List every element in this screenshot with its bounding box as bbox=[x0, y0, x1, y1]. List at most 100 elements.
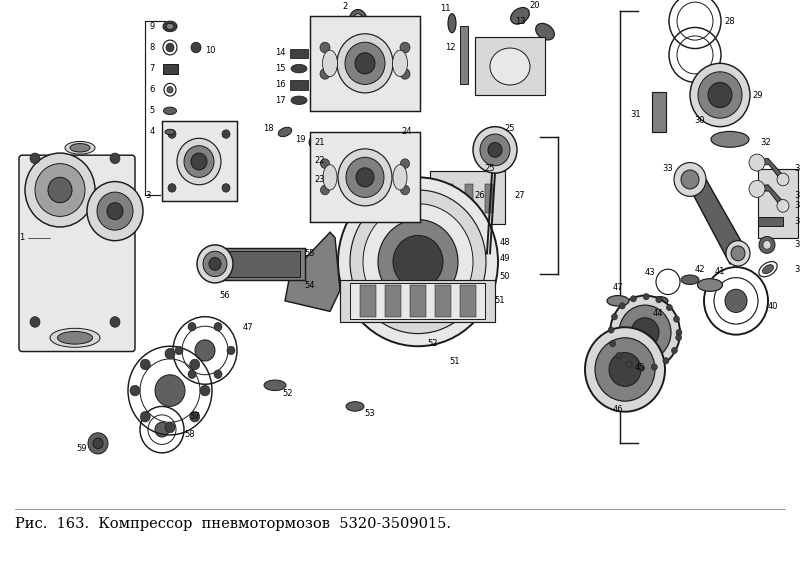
Ellipse shape bbox=[166, 23, 174, 29]
Text: 53: 53 bbox=[365, 409, 375, 418]
Circle shape bbox=[763, 240, 771, 249]
Bar bbox=[360, 285, 376, 316]
Text: 35: 35 bbox=[794, 191, 800, 200]
Text: 16: 16 bbox=[274, 80, 286, 89]
Text: 46: 46 bbox=[613, 405, 623, 414]
Bar bbox=[410, 285, 426, 316]
Circle shape bbox=[725, 289, 747, 312]
Ellipse shape bbox=[393, 164, 407, 190]
Ellipse shape bbox=[291, 96, 307, 105]
Bar bbox=[290, 48, 308, 58]
Circle shape bbox=[338, 149, 392, 206]
Text: 28: 28 bbox=[725, 17, 735, 25]
Text: 21: 21 bbox=[314, 138, 326, 147]
Text: 30: 30 bbox=[694, 116, 706, 125]
Circle shape bbox=[93, 438, 103, 449]
Circle shape bbox=[400, 69, 410, 79]
Circle shape bbox=[595, 338, 655, 401]
Text: 22: 22 bbox=[314, 156, 326, 165]
Circle shape bbox=[363, 204, 473, 320]
Text: 6: 6 bbox=[150, 85, 154, 94]
Circle shape bbox=[726, 240, 750, 266]
Circle shape bbox=[674, 316, 679, 322]
Text: 39: 39 bbox=[794, 265, 800, 274]
Circle shape bbox=[197, 245, 233, 283]
Circle shape bbox=[190, 412, 200, 422]
Circle shape bbox=[320, 69, 330, 79]
Circle shape bbox=[609, 352, 641, 386]
Circle shape bbox=[488, 142, 502, 157]
Ellipse shape bbox=[353, 14, 363, 29]
Text: 54: 54 bbox=[305, 280, 315, 289]
Text: 12: 12 bbox=[445, 43, 455, 52]
Bar bbox=[430, 171, 505, 224]
Circle shape bbox=[130, 385, 140, 396]
Circle shape bbox=[663, 358, 669, 364]
Ellipse shape bbox=[323, 164, 337, 190]
Circle shape bbox=[355, 53, 375, 74]
Ellipse shape bbox=[163, 107, 177, 114]
Text: 47: 47 bbox=[242, 323, 254, 332]
Bar bbox=[162, 122, 237, 200]
Circle shape bbox=[222, 184, 230, 192]
Polygon shape bbox=[685, 169, 745, 264]
Text: 41: 41 bbox=[714, 267, 726, 276]
Circle shape bbox=[155, 375, 185, 406]
Circle shape bbox=[97, 192, 133, 230]
Circle shape bbox=[214, 323, 222, 331]
Bar bbox=[330, 175, 342, 184]
Circle shape bbox=[708, 82, 732, 108]
Circle shape bbox=[631, 318, 659, 347]
Circle shape bbox=[140, 359, 150, 370]
Text: 26: 26 bbox=[474, 191, 486, 200]
Circle shape bbox=[321, 159, 330, 168]
Ellipse shape bbox=[510, 7, 530, 24]
Text: 3: 3 bbox=[146, 191, 150, 200]
Text: 33: 33 bbox=[662, 164, 674, 173]
Ellipse shape bbox=[50, 328, 100, 347]
Text: 42: 42 bbox=[694, 265, 706, 274]
Circle shape bbox=[401, 159, 410, 168]
Circle shape bbox=[166, 43, 174, 52]
Circle shape bbox=[346, 157, 384, 198]
Circle shape bbox=[480, 134, 510, 166]
Text: 27: 27 bbox=[514, 191, 526, 200]
Circle shape bbox=[616, 352, 622, 359]
Circle shape bbox=[356, 168, 374, 187]
Circle shape bbox=[777, 173, 789, 186]
Circle shape bbox=[177, 138, 221, 185]
Bar bbox=[475, 37, 545, 95]
Text: 52: 52 bbox=[428, 338, 438, 347]
Circle shape bbox=[175, 346, 183, 355]
Circle shape bbox=[400, 42, 410, 53]
Circle shape bbox=[643, 293, 649, 300]
Circle shape bbox=[473, 127, 517, 173]
Text: 55: 55 bbox=[305, 249, 315, 258]
Text: 50: 50 bbox=[500, 272, 510, 281]
Circle shape bbox=[200, 385, 210, 396]
Circle shape bbox=[30, 153, 40, 164]
Text: 51: 51 bbox=[494, 296, 506, 305]
Bar bbox=[350, 283, 485, 319]
Circle shape bbox=[638, 365, 645, 372]
Bar bbox=[435, 285, 451, 316]
Polygon shape bbox=[752, 158, 785, 181]
Polygon shape bbox=[285, 232, 340, 311]
Circle shape bbox=[690, 63, 750, 127]
Text: 52: 52 bbox=[282, 389, 294, 398]
Circle shape bbox=[222, 130, 230, 138]
Circle shape bbox=[110, 316, 120, 327]
Circle shape bbox=[191, 42, 201, 53]
Bar bbox=[310, 16, 420, 111]
Circle shape bbox=[107, 203, 123, 220]
Circle shape bbox=[345, 42, 385, 84]
Text: 34: 34 bbox=[794, 202, 800, 211]
Text: 14: 14 bbox=[274, 48, 286, 57]
Ellipse shape bbox=[536, 24, 554, 40]
Text: 24: 24 bbox=[402, 127, 412, 136]
Circle shape bbox=[610, 341, 616, 347]
Text: 59: 59 bbox=[77, 444, 87, 453]
Circle shape bbox=[320, 42, 330, 53]
Bar bbox=[340, 280, 495, 322]
Text: 58: 58 bbox=[185, 431, 195, 439]
